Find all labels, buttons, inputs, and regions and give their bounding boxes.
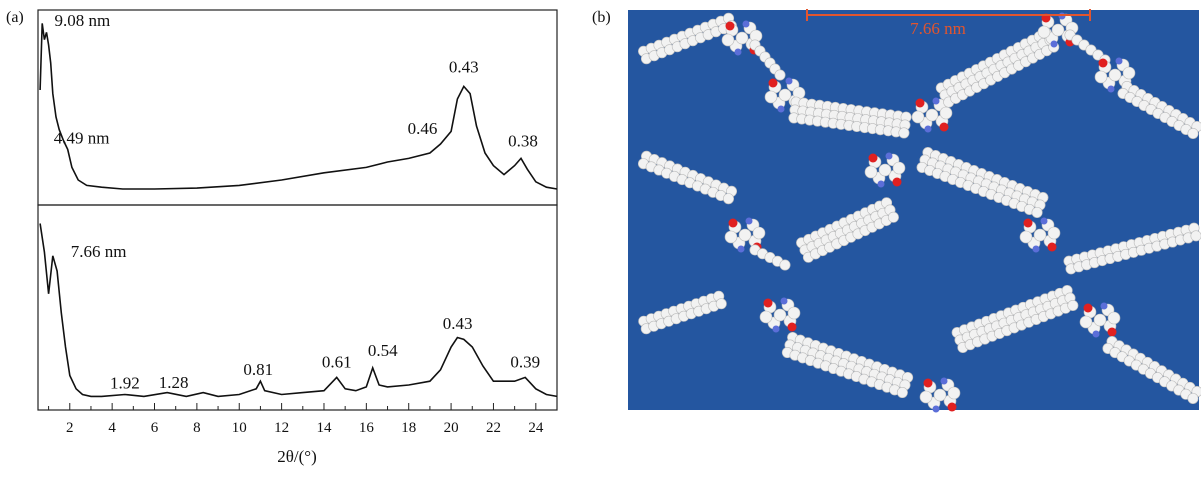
- headgroup: [919, 377, 961, 413]
- molecular-model-figure: (b) 7.66 nm: [592, 9, 1201, 413]
- x-tick-label: 16: [359, 420, 375, 436]
- bottom-xrd-curve: [39, 223, 558, 398]
- alkyl-chain: [1102, 336, 1201, 404]
- x-tick-label: 6: [151, 420, 159, 436]
- x-tick-label: 24: [528, 420, 544, 436]
- alkyl-chain: [638, 12, 737, 65]
- headgroup: [759, 297, 801, 333]
- x-tick-label: 4: [108, 420, 116, 436]
- alkyl-chain: [637, 150, 738, 205]
- peak-label: 4.49 nm: [54, 128, 110, 147]
- bottom-plot-frame: [37, 204, 558, 411]
- alkyl-chain: [781, 331, 914, 399]
- top-xrd-curve: [39, 23, 558, 190]
- x-tick-label: 2: [66, 420, 74, 436]
- headgroup: [1094, 57, 1136, 93]
- peak-label: 0.43: [443, 314, 473, 333]
- alkyl-chain: [749, 244, 791, 271]
- alkyl-chain: [796, 197, 899, 263]
- headgroup: [1019, 217, 1061, 253]
- x-tick-label: 18: [401, 420, 416, 436]
- peak-label: 9.08 nm: [54, 11, 110, 30]
- x-axis-title: 2θ/(°): [277, 447, 317, 466]
- x-tick-label: 22: [486, 420, 501, 436]
- top-plot-frame: [37, 9, 558, 206]
- x-tick-label: 12: [274, 420, 289, 436]
- x-tick-label: 10: [232, 420, 247, 436]
- panel-b-tag: (b): [592, 9, 611, 26]
- alkyl-chain: [1117, 81, 1201, 139]
- alkyl-chain: [1063, 222, 1201, 275]
- molecular-model-panel: (b) 7.66 nm: [580, 0, 1201, 473]
- peak-label: 7.66 nm: [71, 242, 127, 261]
- peak-label: 0.81: [243, 360, 273, 379]
- scale-label: 7.66 nm: [910, 19, 966, 38]
- x-tick-label: 8: [193, 420, 201, 436]
- molecule-network: [637, 12, 1201, 413]
- headgroup: [1079, 302, 1121, 338]
- scale-bar: 7.66 nm: [806, 9, 1091, 38]
- headgroup: [911, 97, 953, 133]
- alkyl-chain: [788, 96, 912, 139]
- bottom-xrd-plot: 7.66 nm 1.92 1.28 0.81 0.61 0.54 0.43 0.39: [37, 204, 558, 411]
- x-axis: 2 4 6 8 10 12 14 16 18 20 22 24: [48, 403, 558, 436]
- headgroup: [864, 152, 906, 188]
- x-tick-label: 20: [444, 420, 459, 436]
- alkyl-chain: [749, 39, 786, 81]
- peak-label: 1.92: [110, 374, 140, 393]
- peak-label: 0.38: [508, 131, 538, 150]
- peak-label: 0.46: [408, 119, 438, 138]
- peak-label: 0.54: [368, 341, 398, 360]
- alkyl-chain: [916, 147, 1049, 218]
- alkyl-chain: [1064, 29, 1111, 66]
- panel-a-tag: (a): [6, 9, 24, 26]
- peak-label: 1.28: [159, 373, 189, 392]
- peak-label: 0.61: [322, 352, 352, 371]
- x-tick-label: 14: [316, 420, 332, 436]
- xrd-plot-panel: (a) 9.08 nm 4.49 nm 0.46 0.43 0.38 7.66 nm 1.…: [6, 9, 558, 466]
- top-xrd-plot: 9.08 nm 4.49 nm 0.46 0.43 0.38: [37, 9, 558, 206]
- peak-label: 0.39: [510, 352, 540, 371]
- peak-label: 0.43: [449, 57, 479, 76]
- alkyl-chain: [951, 285, 1079, 353]
- alkyl-chain: [638, 290, 727, 335]
